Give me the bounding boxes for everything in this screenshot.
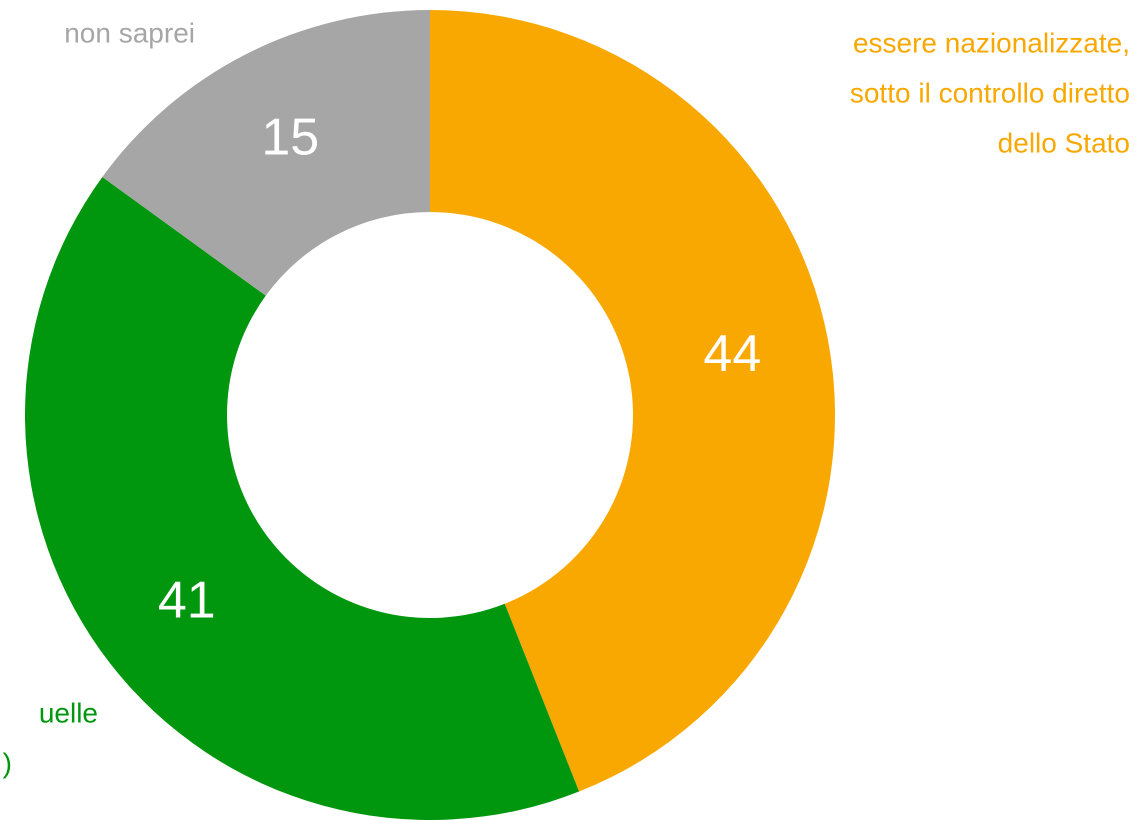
category-label: ) (3, 747, 12, 778)
value-label: 41 (158, 571, 216, 629)
category-label: non saprei (64, 17, 195, 48)
donut-slice (102, 10, 430, 296)
category-label: essere nazionalizzate, (853, 27, 1130, 58)
value-label: 15 (261, 108, 319, 166)
category-label: sotto il controllo diretto (850, 77, 1130, 108)
donut-slice (430, 10, 836, 792)
value-label: 44 (703, 325, 761, 383)
category-label: dello Stato (998, 127, 1130, 158)
donut-slice (25, 176, 580, 820)
category-label: uelle (39, 697, 98, 728)
